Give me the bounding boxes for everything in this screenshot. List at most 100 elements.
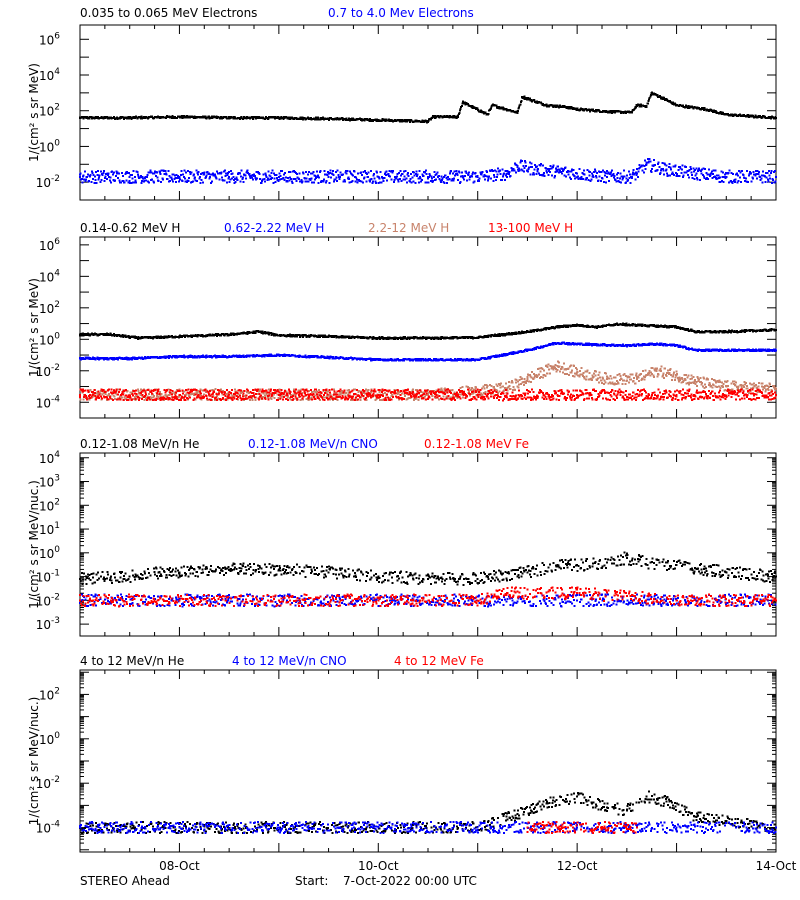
scatter-point [170,335,173,338]
scatter-point [426,181,429,184]
scatter-point [466,358,469,361]
scatter-point [476,174,479,177]
scatter-point [179,178,182,181]
scatter-point [707,168,710,171]
scatter-point [277,353,280,356]
scatter-point [694,174,697,177]
scatter-point [280,170,283,173]
scatter-point [620,181,623,184]
scatter-point [251,174,254,177]
scatter-point [115,335,118,338]
scatter-point [751,348,754,351]
scatter-point [240,175,243,178]
scatter-point [228,171,231,174]
scatter-point [723,331,726,334]
scatter-point [473,180,476,183]
scatter-point [719,180,722,183]
scatter-point [358,180,361,183]
scatter-point [670,101,673,104]
scatter-point [598,170,601,173]
scatter-point [271,169,274,172]
scatter-point [351,357,354,360]
scatter-point [575,176,578,179]
scatter-point [759,328,762,331]
scatter-point [264,172,267,175]
scatter-point [307,180,310,183]
scatter-point [621,178,624,181]
scatter-point [727,330,730,333]
scatter-point [239,180,242,183]
scatter-point [371,180,374,183]
scatter-point [496,175,499,178]
scatter-point [208,177,211,180]
scatter-point [464,170,467,173]
scatter-point [737,180,740,183]
scatter-point [271,177,274,180]
scatter-point [200,172,203,175]
scatter-point [603,174,606,177]
scatter-point [354,180,357,183]
scatter-point [505,333,508,336]
scatter-point [498,169,501,172]
scatter-point [192,116,195,119]
scatter-point [141,176,144,179]
scatter-point [273,333,276,336]
scatter-point [161,178,164,181]
scatter-point [387,359,390,362]
scatter-point [355,178,358,181]
data-point [516,165,519,168]
scatter-point [380,119,383,122]
scatter-point [626,174,629,177]
scatter-point [328,181,331,184]
scatter-point [549,164,552,167]
scatter-point [235,333,238,336]
scatter-point [443,181,446,184]
scatter-point [573,323,576,326]
scatter-point [605,181,608,184]
scatter-point [433,179,436,182]
scatter-point [633,172,636,175]
scatter-point [732,348,735,351]
scatter-point [232,117,235,120]
scatter-point [597,179,600,182]
scatter-point [188,176,191,179]
scatter-point [586,176,589,179]
scatter-point [103,332,106,335]
scatter-point [513,333,516,336]
scatter-point [86,173,89,176]
scatter-point [382,359,385,362]
scatter-point [170,178,173,181]
scatter-point [249,117,252,120]
scatter-point [367,176,370,179]
scatter-point [448,172,451,175]
scatter-point [105,173,108,176]
scatter-point [401,119,404,122]
scatter-point [195,179,198,182]
scatter-point [625,344,628,347]
scatter-point [320,356,323,359]
scatter-point [438,178,441,181]
scatter-point [206,335,209,338]
scatter-point [102,358,105,361]
scatter-point [333,336,336,339]
scatter-point [629,182,632,185]
scatter-point [541,102,544,105]
scatter-point [133,181,136,184]
scatter-point [336,179,339,182]
scatter-point [188,170,191,173]
scatter-point [552,342,555,345]
scatter-point [275,354,278,357]
scatter-point [745,180,748,183]
scatter-point [198,177,201,180]
scatter-point [273,116,276,119]
scatter-point [376,171,379,174]
scatter-point [186,170,189,173]
scatter-point [287,353,290,356]
scatter-point [569,178,572,181]
scatter-point [435,172,438,175]
scatter-point [594,170,597,173]
scatter-point [111,358,114,361]
scatter-point [292,178,295,181]
scatter-point [766,172,769,175]
scatter-point [547,169,550,172]
